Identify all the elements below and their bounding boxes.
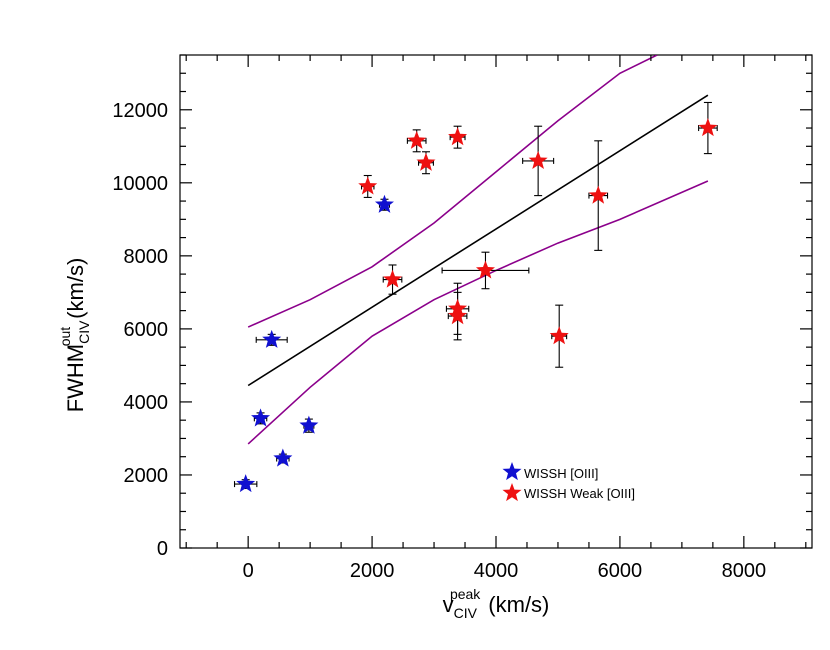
upper-confidence-curve (247, 55, 658, 328)
legend-marker-wissh-oiii (502, 462, 522, 481)
data-point (448, 127, 468, 146)
y-axis-title-main: FWHM (63, 344, 88, 412)
y-axis-title-sub: CIV (76, 320, 92, 344)
regression-line (247, 94, 709, 387)
confidence-bands (247, 55, 709, 445)
legend-marker-wissh-weak-oiii (502, 483, 522, 502)
y-axis-title: FWHMCIVout (km/s) (57, 258, 92, 413)
data-point (407, 130, 427, 149)
data-point (588, 185, 608, 204)
x-axis-title: vCIV peak (km/s) (443, 586, 550, 621)
y-tick-label: 12000 (112, 100, 168, 122)
fit-line (247, 94, 709, 387)
y-tick-label: 10000 (112, 173, 168, 195)
y-tick-label: 2000 (124, 465, 169, 487)
legend: WISSH [OIII] WISSH Weak [OIII] (502, 462, 635, 502)
x-tick-label: 0 (243, 560, 254, 582)
x-tick-label: 2000 (350, 560, 395, 582)
data-point (698, 118, 718, 137)
y-axis-title-sup: out (57, 327, 73, 347)
x-tick-label: 8000 (722, 560, 767, 582)
data-point (416, 152, 436, 171)
legend-star-red (502, 483, 522, 502)
axis-ticks (180, 54, 812, 549)
x-axis-title-main: v (443, 592, 454, 617)
y-axis-title-unit: (km/s) (63, 258, 88, 319)
data-point (273, 448, 293, 467)
data-point (448, 306, 468, 325)
x-tick-label: 6000 (598, 560, 643, 582)
lower-confidence-curve (247, 180, 709, 445)
y-tick-label: 4000 (124, 392, 169, 414)
x-tick-labels: 0 2000 4000 6000 8000 (243, 560, 766, 582)
y-tick-label: 0 (157, 538, 168, 560)
data-markers (236, 118, 718, 493)
data-point (236, 474, 256, 493)
data-point (475, 260, 495, 279)
y-tick-label: 6000 (124, 319, 169, 341)
x-tick-label: 4000 (474, 560, 519, 582)
data-point (528, 150, 548, 169)
y-tick-labels: 0 2000 4000 6000 8000 10000 12000 (112, 100, 168, 560)
data-point (251, 408, 271, 427)
legend-label-wissh-oiii: WISSH [OIII] (524, 466, 598, 481)
data-point (383, 269, 403, 288)
data-point (358, 176, 378, 195)
data-point (299, 415, 319, 434)
data-point (262, 329, 282, 348)
y-tick-label: 8000 (124, 246, 169, 268)
x-axis-title-sup: peak (450, 586, 481, 602)
data-point (549, 326, 569, 345)
legend-label-wissh-weak-oiii: WISSH Weak [OIII] (524, 486, 635, 501)
x-axis-title-sub: CIV (454, 605, 478, 621)
x-axis-title-unit: (km/s) (488, 592, 549, 617)
data-point (374, 194, 394, 213)
legend-star-blue (502, 462, 522, 481)
